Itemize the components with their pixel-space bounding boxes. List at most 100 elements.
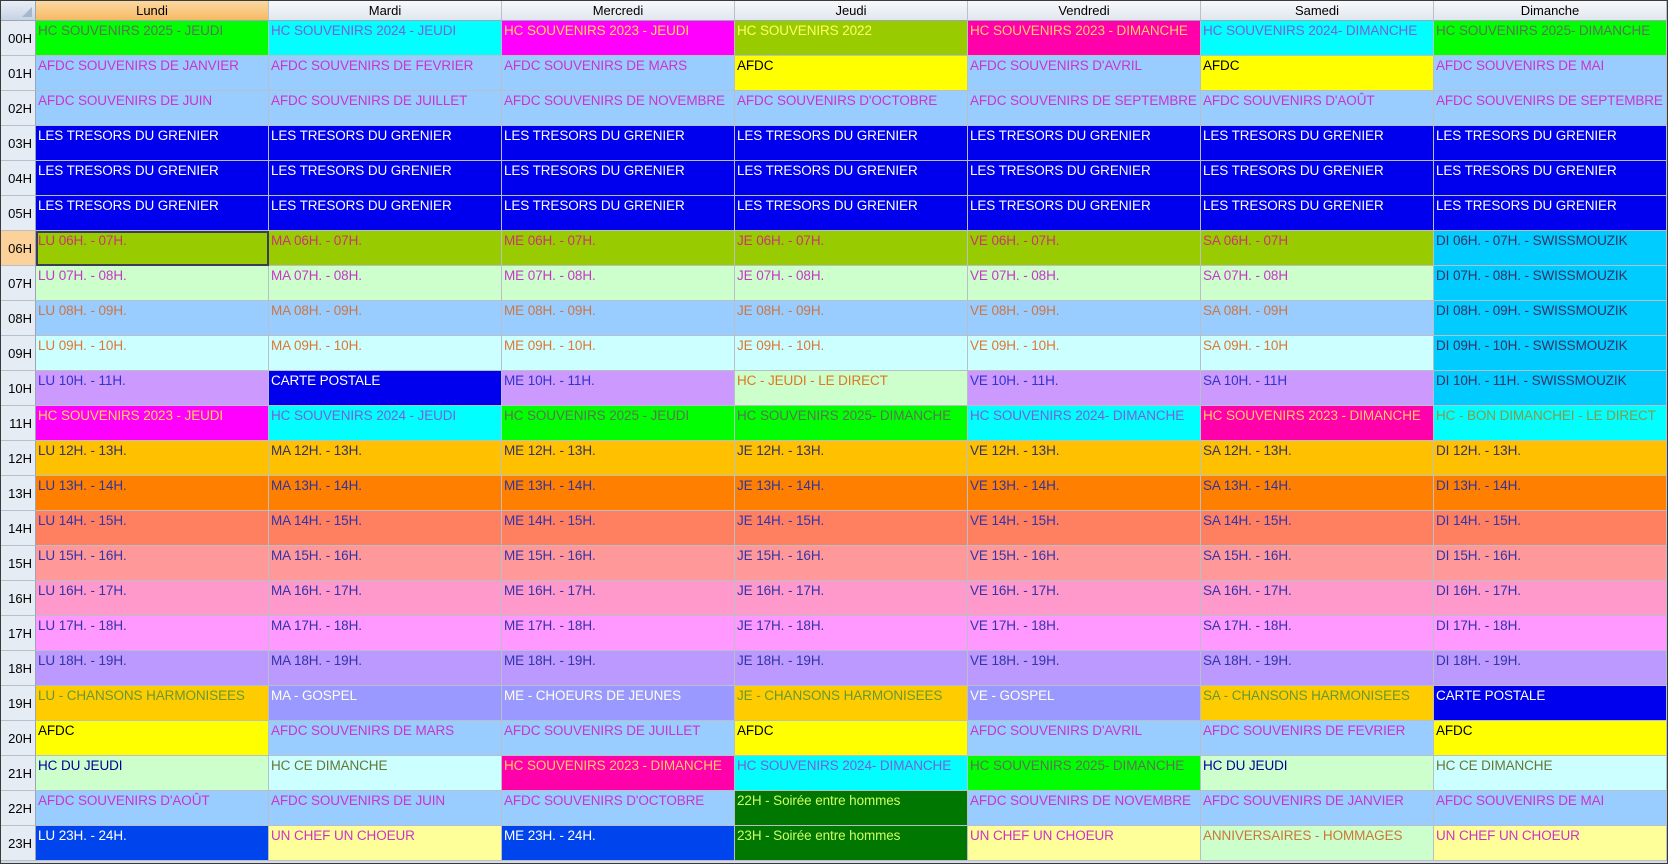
day-header-samedi[interactable]: Samedi (1201, 1, 1434, 21)
schedule-cell[interactable]: SA 18H. - 19H. (1201, 651, 1434, 686)
schedule-cell[interactable]: CARTE POSTALE (1434, 686, 1667, 721)
schedule-cell[interactable]: AFDC SOUVENIRS D'AVRIL (968, 56, 1201, 91)
schedule-cell[interactable]: ME 08H. - 09H. (502, 301, 735, 336)
schedule-cell[interactable]: SA 10H. - 11H (1201, 371, 1434, 406)
schedule-cell[interactable]: MA 06H. - 07H. (269, 231, 502, 266)
schedule-cell[interactable]: LES TRESORS DU GRENIER (1434, 196, 1667, 231)
schedule-cell[interactable]: LES TRESORS DU GRENIER (1201, 126, 1434, 161)
schedule-cell[interactable]: HC SOUVENIRS 2024 - JEUDI (269, 406, 502, 441)
schedule-cell[interactable]: JE 13H. - 14H. (735, 476, 968, 511)
schedule-cell[interactable]: VE 06H. - 07H. (968, 231, 1201, 266)
schedule-cell[interactable]: LES TRESORS DU GRENIER (1434, 161, 1667, 196)
schedule-cell[interactable]: HC SOUVENIRS 2023 - JEUDI (36, 406, 269, 441)
hour-header-03h[interactable]: 03H (1, 126, 36, 161)
schedule-cell[interactable]: VE 17H. - 18H. (968, 616, 1201, 651)
schedule-cell[interactable]: SA 13H. - 14H. (1201, 476, 1434, 511)
schedule-cell[interactable]: HC SOUVENIRS 2024- DIMANCHE (735, 756, 968, 791)
schedule-cell[interactable]: LES TRESORS DU GRENIER (735, 196, 968, 231)
schedule-cell[interactable]: AFDC SOUVENIRS DE NOVEMBRE (502, 91, 735, 126)
hour-header-10h[interactable]: 10H (1, 371, 36, 406)
schedule-cell[interactable]: UN CHEF UN CHOEUR (269, 826, 502, 861)
schedule-cell[interactable]: AFDC (735, 721, 968, 756)
schedule-cell[interactable]: LES TRESORS DU GRENIER (968, 196, 1201, 231)
schedule-cell[interactable]: LU 17H. - 18H. (36, 616, 269, 651)
schedule-cell[interactable]: 23H - Soirée entre hommes (735, 826, 968, 861)
schedule-cell[interactable]: LES TRESORS DU GRENIER (1434, 126, 1667, 161)
schedule-cell[interactable]: ME 18H. - 19H. (502, 651, 735, 686)
schedule-cell[interactable]: LU 07H. - 08H. (36, 266, 269, 301)
schedule-cell[interactable]: AFDC SOUVENIRS DE MARS (269, 721, 502, 756)
schedule-cell[interactable]: AFDC (36, 721, 269, 756)
schedule-cell[interactable]: VE 09H. - 10H. (968, 336, 1201, 371)
schedule-cell[interactable]: LES TRESORS DU GRENIER (36, 126, 269, 161)
schedule-cell[interactable]: LU 08H. - 09H. (36, 301, 269, 336)
schedule-cell[interactable]: DI 15H. - 16H. (1434, 546, 1667, 581)
schedule-cell[interactable]: DI 10H. - 11H. - SWISSMOUZIK (1434, 371, 1667, 406)
schedule-cell[interactable]: HC SOUVENIRS 2023 - DIMANCHE (1201, 406, 1434, 441)
schedule-cell[interactable]: JE 15H. - 16H. (735, 546, 968, 581)
schedule-cell[interactable]: VE 15H. - 16H. (968, 546, 1201, 581)
schedule-cell[interactable]: VE 13H. - 14H. (968, 476, 1201, 511)
schedule-cell[interactable]: AFDC SOUVENIRS D'AVRIL (968, 721, 1201, 756)
schedule-cell[interactable]: ME 06H. - 07H. (502, 231, 735, 266)
schedule-cell[interactable]: SA 08H. - 09H (1201, 301, 1434, 336)
schedule-cell[interactable]: DI 14H. - 15H. (1434, 511, 1667, 546)
schedule-cell[interactable]: HC SOUVENIRS 2025- DIMANCHE (1434, 21, 1667, 56)
schedule-cell[interactable]: HC SOUVENIRS 2025 - JEUDI (502, 406, 735, 441)
schedule-cell[interactable]: LU 15H. - 16H. (36, 546, 269, 581)
schedule-cell[interactable]: LU 13H. - 14H. (36, 476, 269, 511)
schedule-cell[interactable]: AFDC SOUVENIRS DE NOVEMBRE (968, 791, 1201, 826)
schedule-cell[interactable]: AFDC SOUVENIRS D'OCTOBRE (502, 791, 735, 826)
schedule-cell[interactable]: ME 13H. - 14H. (502, 476, 735, 511)
schedule-cell[interactable]: HC SOUVENIRS 2025- DIMANCHE (968, 756, 1201, 791)
schedule-cell[interactable]: SA - CHANSONS HARMONISEES (1201, 686, 1434, 721)
schedule-cell[interactable]: ME 17H. - 18H. (502, 616, 735, 651)
hour-header-17h[interactable]: 17H (1, 616, 36, 651)
schedule-cell[interactable]: AFDC SOUVENIRS DE JUILLET (269, 91, 502, 126)
schedule-cell[interactable]: AFDC SOUVENIRS D'OCTOBRE (735, 91, 968, 126)
schedule-cell[interactable]: MA 18H. - 19H. (269, 651, 502, 686)
schedule-cell[interactable]: SA 12H. - 13H. (1201, 441, 1434, 476)
schedule-cell[interactable]: HC SOUVENIRS 2025 - JEUDI (36, 21, 269, 56)
schedule-cell[interactable]: JE 18H. - 19H. (735, 651, 968, 686)
schedule-cell[interactable]: AFDC SOUVENIRS DE MAI (1434, 56, 1667, 91)
schedule-cell[interactable]: JE 14H. - 15H. (735, 511, 968, 546)
schedule-cell[interactable]: MA 17H. - 18H. (269, 616, 502, 651)
schedule-cell[interactable]: LES TRESORS DU GRENIER (1201, 196, 1434, 231)
day-header-jeudi[interactable]: Jeudi (735, 1, 968, 21)
schedule-cell[interactable]: HC SOUVENIRS 2024 - JEUDI (269, 21, 502, 56)
hour-header-11h[interactable]: 11H (1, 406, 36, 441)
schedule-cell[interactable]: LES TRESORS DU GRENIER (502, 126, 735, 161)
hour-header-19h[interactable]: 19H (1, 686, 36, 721)
schedule-cell[interactable]: UN CHEF UN CHOEUR (1434, 826, 1667, 861)
schedule-cell[interactable]: HC - JEUDI - LE DIRECT (735, 371, 968, 406)
schedule-cell[interactable]: CARTE POSTALE (269, 371, 502, 406)
schedule-cell[interactable]: LES TRESORS DU GRENIER (1201, 161, 1434, 196)
schedule-cell[interactable]: LES TRESORS DU GRENIER (502, 161, 735, 196)
schedule-cell[interactable]: SA 06H. - 07H (1201, 231, 1434, 266)
schedule-cell[interactable]: SA 16H. - 17H. (1201, 581, 1434, 616)
schedule-cell[interactable]: LES TRESORS DU GRENIER (36, 161, 269, 196)
schedule-cell[interactable]: AFDC SOUVENIRS D'AOÛT (1201, 91, 1434, 126)
select-all-corner[interactable] (1, 1, 36, 21)
hour-header-06h[interactable]: 06H (1, 231, 36, 266)
hour-header-02h[interactable]: 02H (1, 91, 36, 126)
schedule-cell[interactable]: JE - CHANSONS HARMONISEES (735, 686, 968, 721)
schedule-cell[interactable]: HC - BON DIMANCHEI - LE DIRECT (1434, 406, 1667, 441)
schedule-cell[interactable]: HC SOUVENIRS 2024- DIMANCHE (968, 406, 1201, 441)
schedule-cell[interactable]: VE 12H. - 13H. (968, 441, 1201, 476)
schedule-cell[interactable]: SA 14H. - 15H. (1201, 511, 1434, 546)
day-header-mercredi[interactable]: Mercredi (502, 1, 735, 21)
schedule-cell[interactable]: MA 07H. - 08H. (269, 266, 502, 301)
schedule-cell[interactable]: SA 07H. - 08H (1201, 266, 1434, 301)
hour-header-13h[interactable]: 13H (1, 476, 36, 511)
schedule-cell[interactable]: MA - GOSPEL (269, 686, 502, 721)
schedule-cell[interactable]: DI 09H. - 10H. - SWISSMOUZIK (1434, 336, 1667, 371)
schedule-cell[interactable]: ME 15H. - 16H. (502, 546, 735, 581)
schedule-cell[interactable]: DI 13H. - 14H. (1434, 476, 1667, 511)
schedule-cell[interactable]: MA 13H. - 14H. (269, 476, 502, 511)
hour-header-16h[interactable]: 16H (1, 581, 36, 616)
schedule-cell[interactable]: VE 14H. - 15H. (968, 511, 1201, 546)
schedule-cell[interactable]: ANNIVERSAIRES - HOMMAGES (1201, 826, 1434, 861)
schedule-cell[interactable]: VE 08H. - 09H. (968, 301, 1201, 336)
